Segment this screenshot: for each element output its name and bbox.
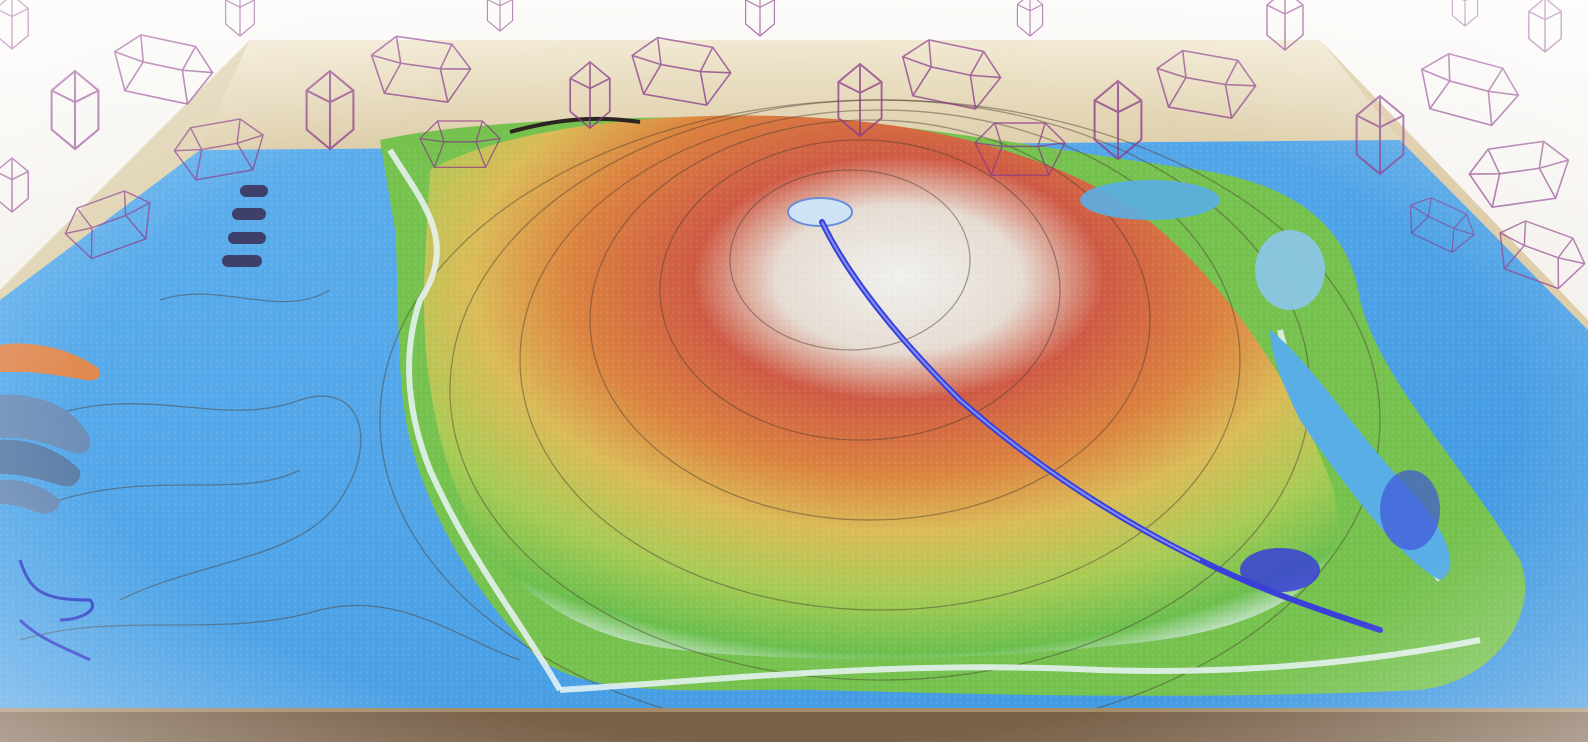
ar-sandbox-scene: [0, 0, 1588, 742]
sandbox-illustration: [0, 0, 1588, 742]
vignette: [0, 0, 1588, 742]
